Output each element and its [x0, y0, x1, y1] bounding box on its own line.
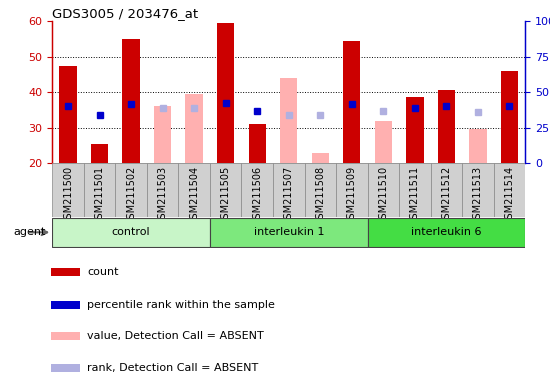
Bar: [217, 23, 234, 163]
FancyBboxPatch shape: [147, 163, 178, 217]
Text: GSM211512: GSM211512: [442, 166, 452, 225]
Bar: [51, 301, 80, 309]
FancyBboxPatch shape: [336, 163, 367, 217]
Bar: [185, 94, 203, 163]
FancyBboxPatch shape: [241, 163, 273, 217]
Text: rank, Detection Call = ABSENT: rank, Detection Call = ABSENT: [87, 362, 258, 372]
Text: GSM211501: GSM211501: [95, 166, 104, 225]
Text: GSM211504: GSM211504: [189, 166, 199, 225]
Bar: [343, 41, 360, 163]
Text: GSM211507: GSM211507: [284, 166, 294, 225]
Text: GSM211502: GSM211502: [126, 166, 136, 225]
FancyBboxPatch shape: [52, 218, 210, 247]
FancyBboxPatch shape: [52, 163, 84, 217]
FancyBboxPatch shape: [116, 163, 147, 217]
Text: GDS3005 / 203476_at: GDS3005 / 203476_at: [52, 7, 199, 20]
Text: count: count: [87, 267, 119, 277]
Bar: [375, 121, 392, 163]
Bar: [51, 268, 80, 276]
Bar: [469, 129, 487, 163]
Text: GSM211514: GSM211514: [504, 166, 514, 225]
FancyBboxPatch shape: [305, 163, 336, 217]
FancyBboxPatch shape: [178, 163, 210, 217]
Bar: [59, 66, 76, 163]
FancyBboxPatch shape: [84, 163, 116, 217]
Bar: [312, 152, 329, 163]
Bar: [501, 71, 518, 163]
Text: agent: agent: [14, 227, 46, 237]
Bar: [51, 364, 80, 372]
Bar: [91, 144, 108, 163]
Text: GSM211500: GSM211500: [63, 166, 73, 225]
Text: GSM211510: GSM211510: [378, 166, 388, 225]
Bar: [406, 98, 424, 163]
Text: interleukin 1: interleukin 1: [254, 227, 324, 237]
Text: control: control: [112, 227, 150, 237]
Bar: [249, 124, 266, 163]
FancyBboxPatch shape: [462, 163, 494, 217]
FancyBboxPatch shape: [399, 163, 431, 217]
Text: GSM211506: GSM211506: [252, 166, 262, 225]
Text: GSM211505: GSM211505: [221, 166, 230, 225]
Bar: [154, 106, 171, 163]
Text: interleukin 6: interleukin 6: [411, 227, 482, 237]
Bar: [51, 332, 80, 340]
FancyBboxPatch shape: [367, 218, 525, 247]
Text: GSM211511: GSM211511: [410, 166, 420, 225]
FancyBboxPatch shape: [367, 163, 399, 217]
Bar: [438, 90, 455, 163]
FancyBboxPatch shape: [210, 163, 241, 217]
FancyBboxPatch shape: [494, 163, 525, 217]
FancyBboxPatch shape: [273, 163, 305, 217]
Text: GSM211509: GSM211509: [347, 166, 357, 225]
Text: GSM211513: GSM211513: [473, 166, 483, 225]
Text: GSM211503: GSM211503: [158, 166, 168, 225]
Text: GSM211508: GSM211508: [315, 166, 325, 225]
FancyBboxPatch shape: [210, 218, 367, 247]
FancyBboxPatch shape: [431, 163, 462, 217]
Text: value, Detection Call = ABSENT: value, Detection Call = ABSENT: [87, 331, 264, 341]
Bar: [280, 78, 298, 163]
Text: percentile rank within the sample: percentile rank within the sample: [87, 300, 275, 310]
Bar: [123, 39, 140, 163]
